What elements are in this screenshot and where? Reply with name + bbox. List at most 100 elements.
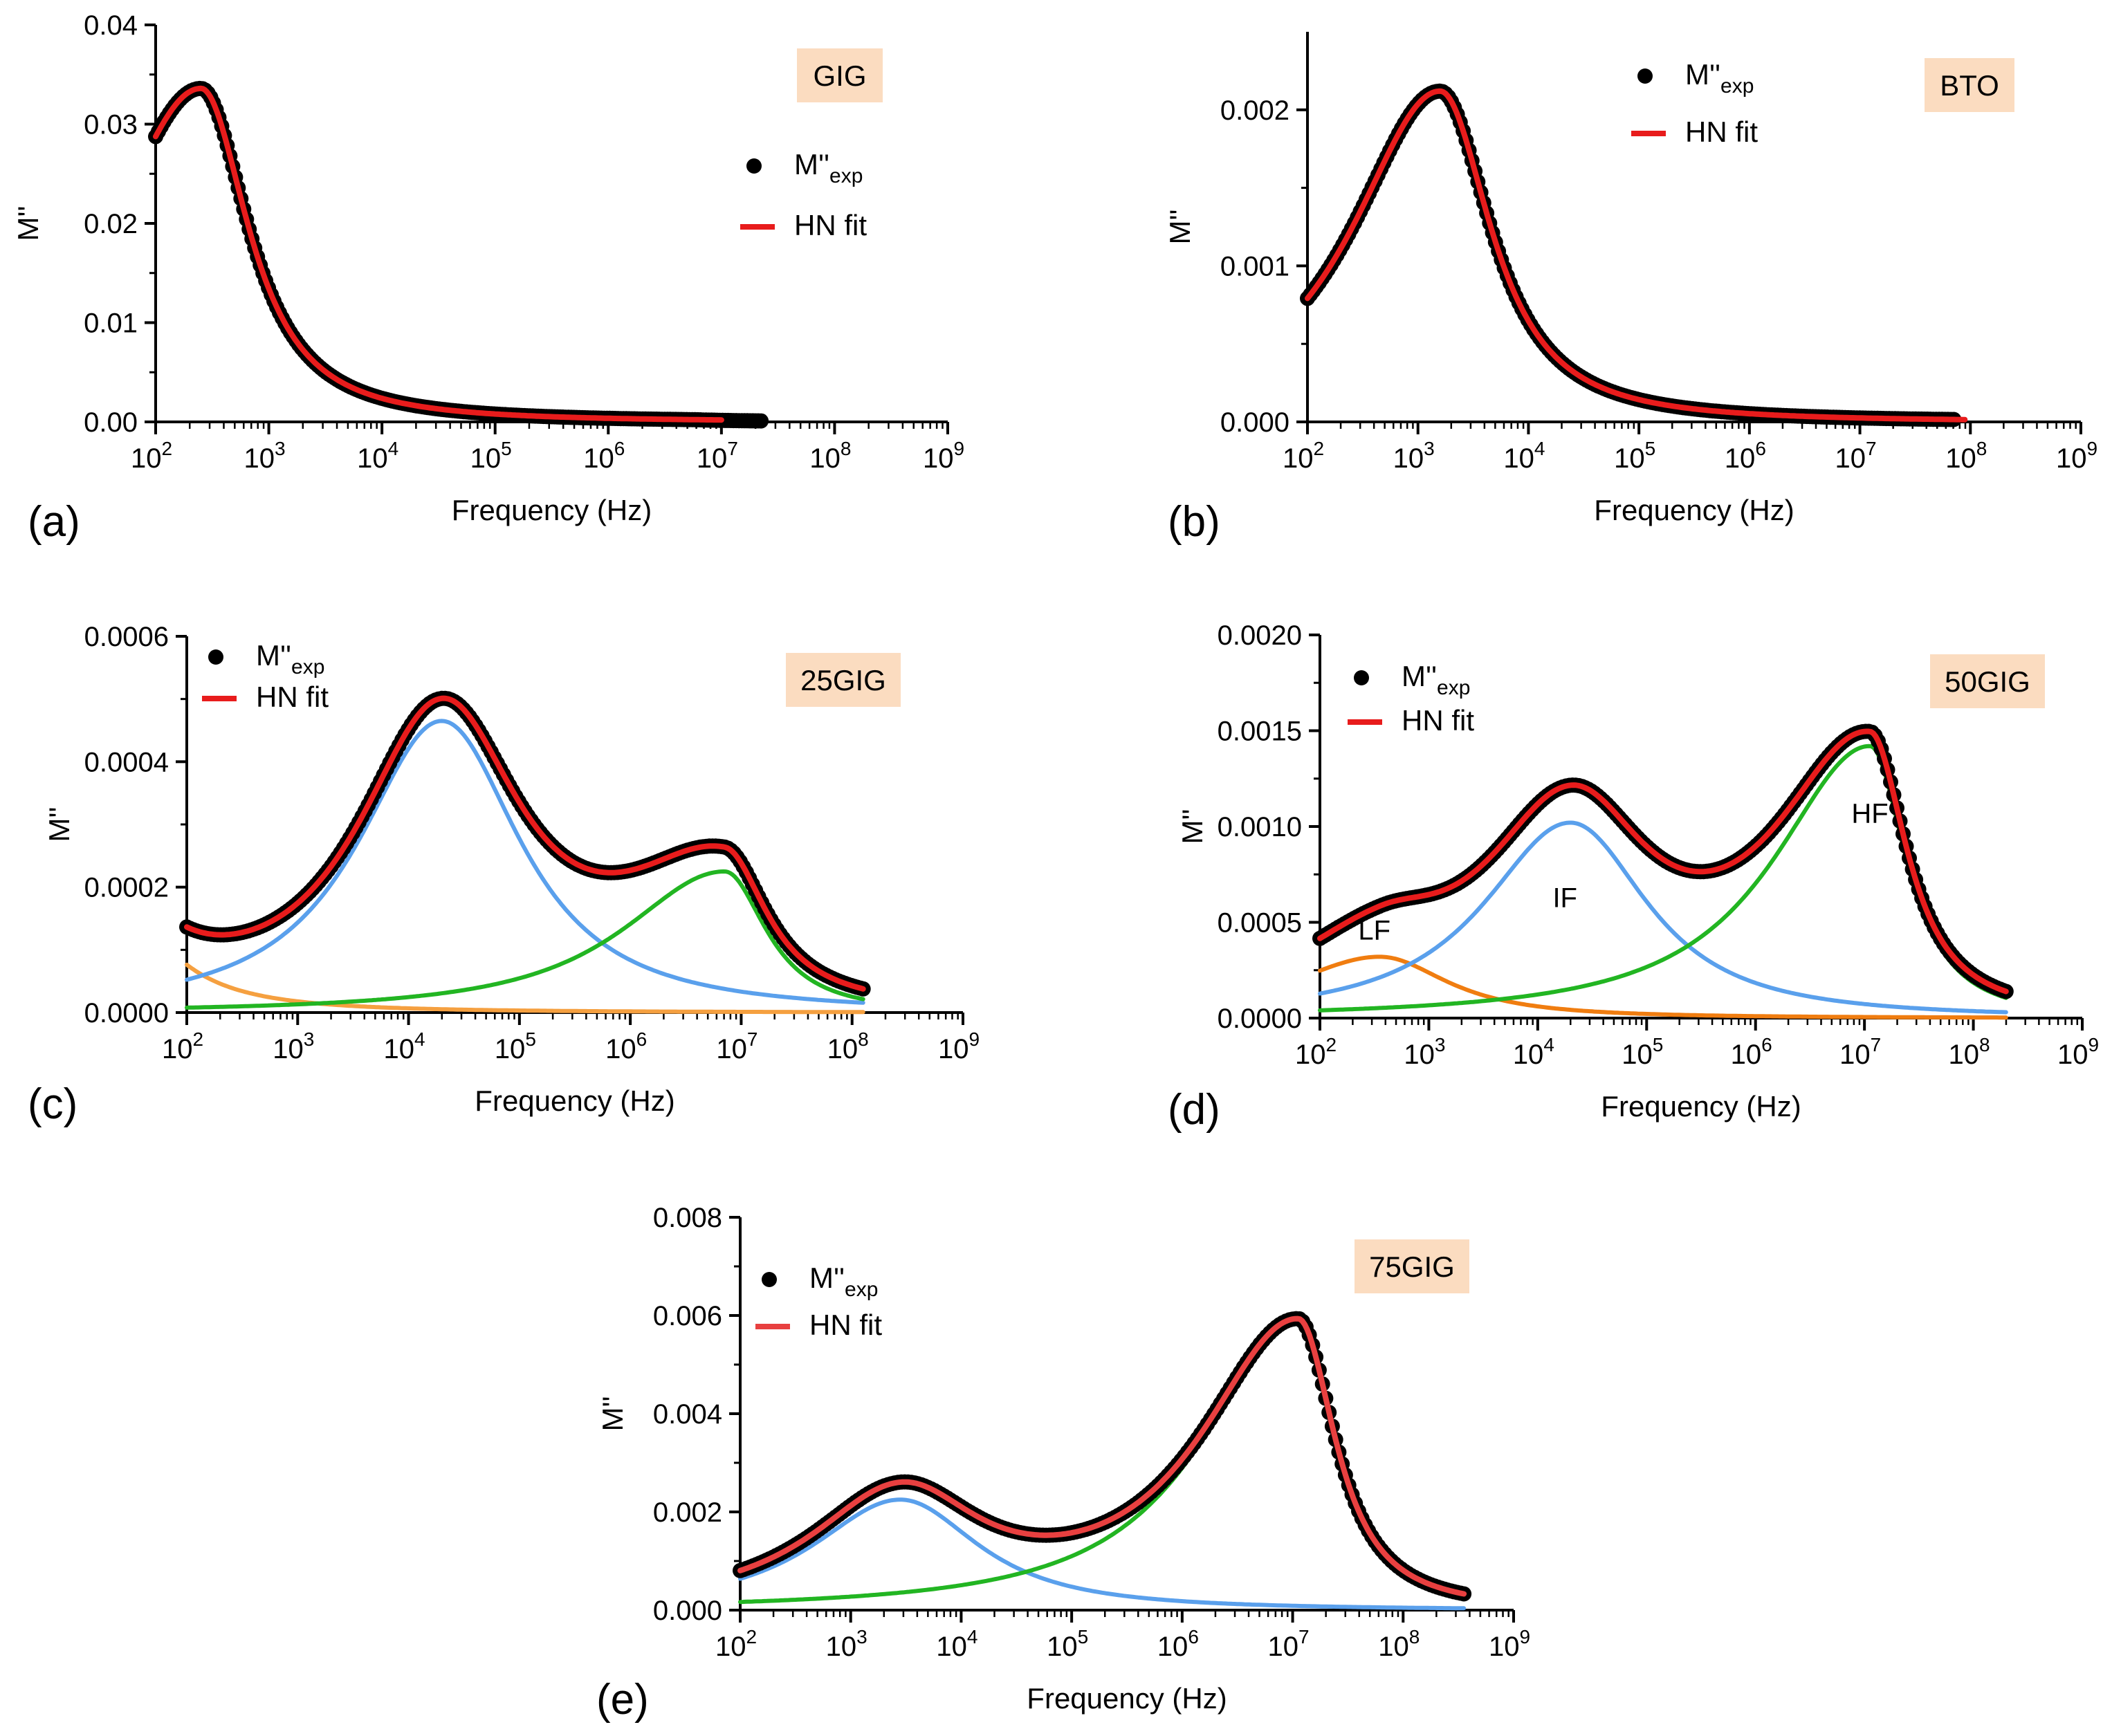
sample-box bbox=[1930, 654, 2045, 708]
y-axis-title: M'' bbox=[43, 806, 75, 842]
y-tick-label: 0.0000 bbox=[1218, 1004, 1302, 1034]
y-tick-label: 0.0010 bbox=[1218, 812, 1302, 842]
legend-label-exp: M''exp bbox=[256, 639, 324, 678]
x-tick-label: 109 bbox=[2056, 438, 2097, 474]
x-tick-label: 109 bbox=[2057, 1034, 2099, 1070]
y-tick-label: 0.002 bbox=[653, 1497, 722, 1528]
x-tick-label: 102 bbox=[162, 1028, 203, 1064]
x-tick-label: 108 bbox=[1949, 1034, 1990, 1070]
sample-label: 75GIG bbox=[1369, 1250, 1455, 1283]
y-axis-title: M'' bbox=[1164, 209, 1196, 244]
x-tick-label: 108 bbox=[809, 438, 851, 474]
y-tick-label: 0.0002 bbox=[84, 873, 169, 903]
sample-box bbox=[797, 48, 883, 102]
series-exp-points bbox=[179, 690, 871, 997]
sample-box bbox=[786, 653, 901, 707]
y-tick-label: 0.0020 bbox=[1218, 620, 1302, 651]
x-tick-label: 106 bbox=[605, 1028, 647, 1064]
x-tick-label: 105 bbox=[470, 438, 512, 474]
x-axis-title: Frequency (Hz) bbox=[1594, 494, 1794, 526]
y-tick-label: 0.03 bbox=[84, 110, 138, 140]
x-tick-label: 103 bbox=[273, 1028, 314, 1064]
legend-marker-exp bbox=[1637, 68, 1653, 84]
x-tick-label: 108 bbox=[1945, 438, 1987, 474]
y-tick-label: 0.02 bbox=[84, 209, 138, 239]
legend: M''exp HN fit bbox=[755, 1262, 882, 1341]
sample-label: BTO bbox=[1940, 69, 1999, 102]
x-tick-label: 107 bbox=[1835, 438, 1877, 474]
x-axis-title: Frequency (Hz) bbox=[452, 494, 652, 526]
legend-label-fit: HN fit bbox=[256, 681, 329, 713]
y-tick-label: 0.00 bbox=[84, 407, 138, 438]
series-hn-fit-line bbox=[1317, 728, 2009, 995]
series-exp-points bbox=[733, 1311, 1472, 1602]
region-label: HF bbox=[1851, 798, 1888, 829]
x-tick-label: 105 bbox=[1047, 1626, 1088, 1662]
x-tick-label: 105 bbox=[1622, 1034, 1663, 1070]
x-tick-label: 102 bbox=[131, 438, 172, 474]
panel-4: 0.000 0.002 0.004 0.006 0.008 102 103 104 105 106… bbox=[596, 1203, 1530, 1724]
series-component-if bbox=[738, 1497, 1467, 1611]
legend-label-fit: HN fit bbox=[809, 1309, 882, 1341]
sample-box bbox=[1355, 1239, 1469, 1293]
x-tick-label: 107 bbox=[697, 438, 738, 474]
series-exp-points bbox=[148, 80, 769, 429]
x-tick-label: 104 bbox=[936, 1626, 977, 1662]
region-label: LF bbox=[1358, 915, 1390, 945]
panel-label: (c) bbox=[28, 1080, 77, 1128]
x-tick-label: 104 bbox=[357, 438, 398, 474]
x-tick-label: 106 bbox=[583, 438, 625, 474]
sample-box bbox=[1925, 58, 2014, 112]
y-tick-label: 0.0000 bbox=[84, 998, 169, 1028]
x-axis-title: Frequency (Hz) bbox=[475, 1084, 674, 1117]
y-tick-label: 0.0006 bbox=[84, 622, 169, 652]
y-axis-title: M'' bbox=[12, 205, 44, 241]
sample-label: 50GIG bbox=[1945, 665, 2030, 698]
series-component-if bbox=[1318, 820, 2008, 1015]
x-tick-label: 106 bbox=[1725, 438, 1766, 474]
y-tick-label: 0.004 bbox=[653, 1399, 722, 1430]
x-tick-label: 108 bbox=[827, 1028, 869, 1064]
x-axis-title: Frequency (Hz) bbox=[1027, 1682, 1227, 1715]
y-tick-label: 0.008 bbox=[653, 1203, 722, 1233]
x-tick-label: 107 bbox=[1839, 1034, 1881, 1070]
series-hn-fit-line bbox=[184, 695, 866, 992]
legend-marker-exp bbox=[1354, 670, 1369, 685]
legend-label-exp: M''exp bbox=[809, 1262, 878, 1301]
panel-1: 0.000 0.001 0.002 102 103 104 105 106 107 108 109 F… bbox=[1164, 32, 2097, 546]
x-tick-label: 103 bbox=[1393, 438, 1435, 474]
panel-2: 0.0000 0.0002 0.0004 0.0006 102 103 104 105 106 1… bbox=[28, 622, 980, 1128]
y-tick-label: 0.0005 bbox=[1218, 908, 1302, 939]
series-component-hf bbox=[738, 1320, 1467, 1605]
sample-label: 25GIG bbox=[800, 664, 886, 696]
legend-label-exp: M''exp bbox=[1402, 660, 1470, 699]
x-tick-label: 107 bbox=[716, 1028, 758, 1064]
x-tick-label: 106 bbox=[1731, 1034, 1772, 1070]
y-tick-label: 0.006 bbox=[653, 1301, 722, 1331]
y-axis-title: M'' bbox=[1176, 809, 1209, 844]
legend-marker-exp bbox=[208, 649, 223, 665]
x-tick-label: 108 bbox=[1378, 1626, 1420, 1662]
x-tick-label: 109 bbox=[923, 438, 964, 474]
x-tick-label: 102 bbox=[1295, 1034, 1337, 1070]
legend-label-exp: M''exp bbox=[794, 148, 863, 187]
panel-0: 0.00 0.01 0.02 0.03 0.04 102 103 104 105 106 107 10… bbox=[12, 10, 964, 546]
x-tick-label: 102 bbox=[715, 1626, 757, 1662]
legend-label-fit: HN fit bbox=[794, 209, 867, 241]
y-tick-label: 0.04 bbox=[84, 10, 138, 41]
x-axis-title: Frequency (Hz) bbox=[1601, 1090, 1801, 1123]
x-tick-label: 109 bbox=[938, 1028, 980, 1064]
series-hn-fit-line bbox=[153, 85, 724, 423]
region-label: IF bbox=[1552, 883, 1577, 913]
series-hn-fit-line bbox=[1305, 88, 1968, 423]
x-tick-label: 107 bbox=[1268, 1626, 1310, 1662]
legend: M''exp HN fit bbox=[740, 148, 867, 241]
y-tick-label: 0.000 bbox=[653, 1596, 722, 1626]
x-tick-label: 105 bbox=[1614, 438, 1655, 474]
panel-label: (b) bbox=[1168, 498, 1220, 546]
series-component-lf bbox=[185, 962, 865, 1015]
